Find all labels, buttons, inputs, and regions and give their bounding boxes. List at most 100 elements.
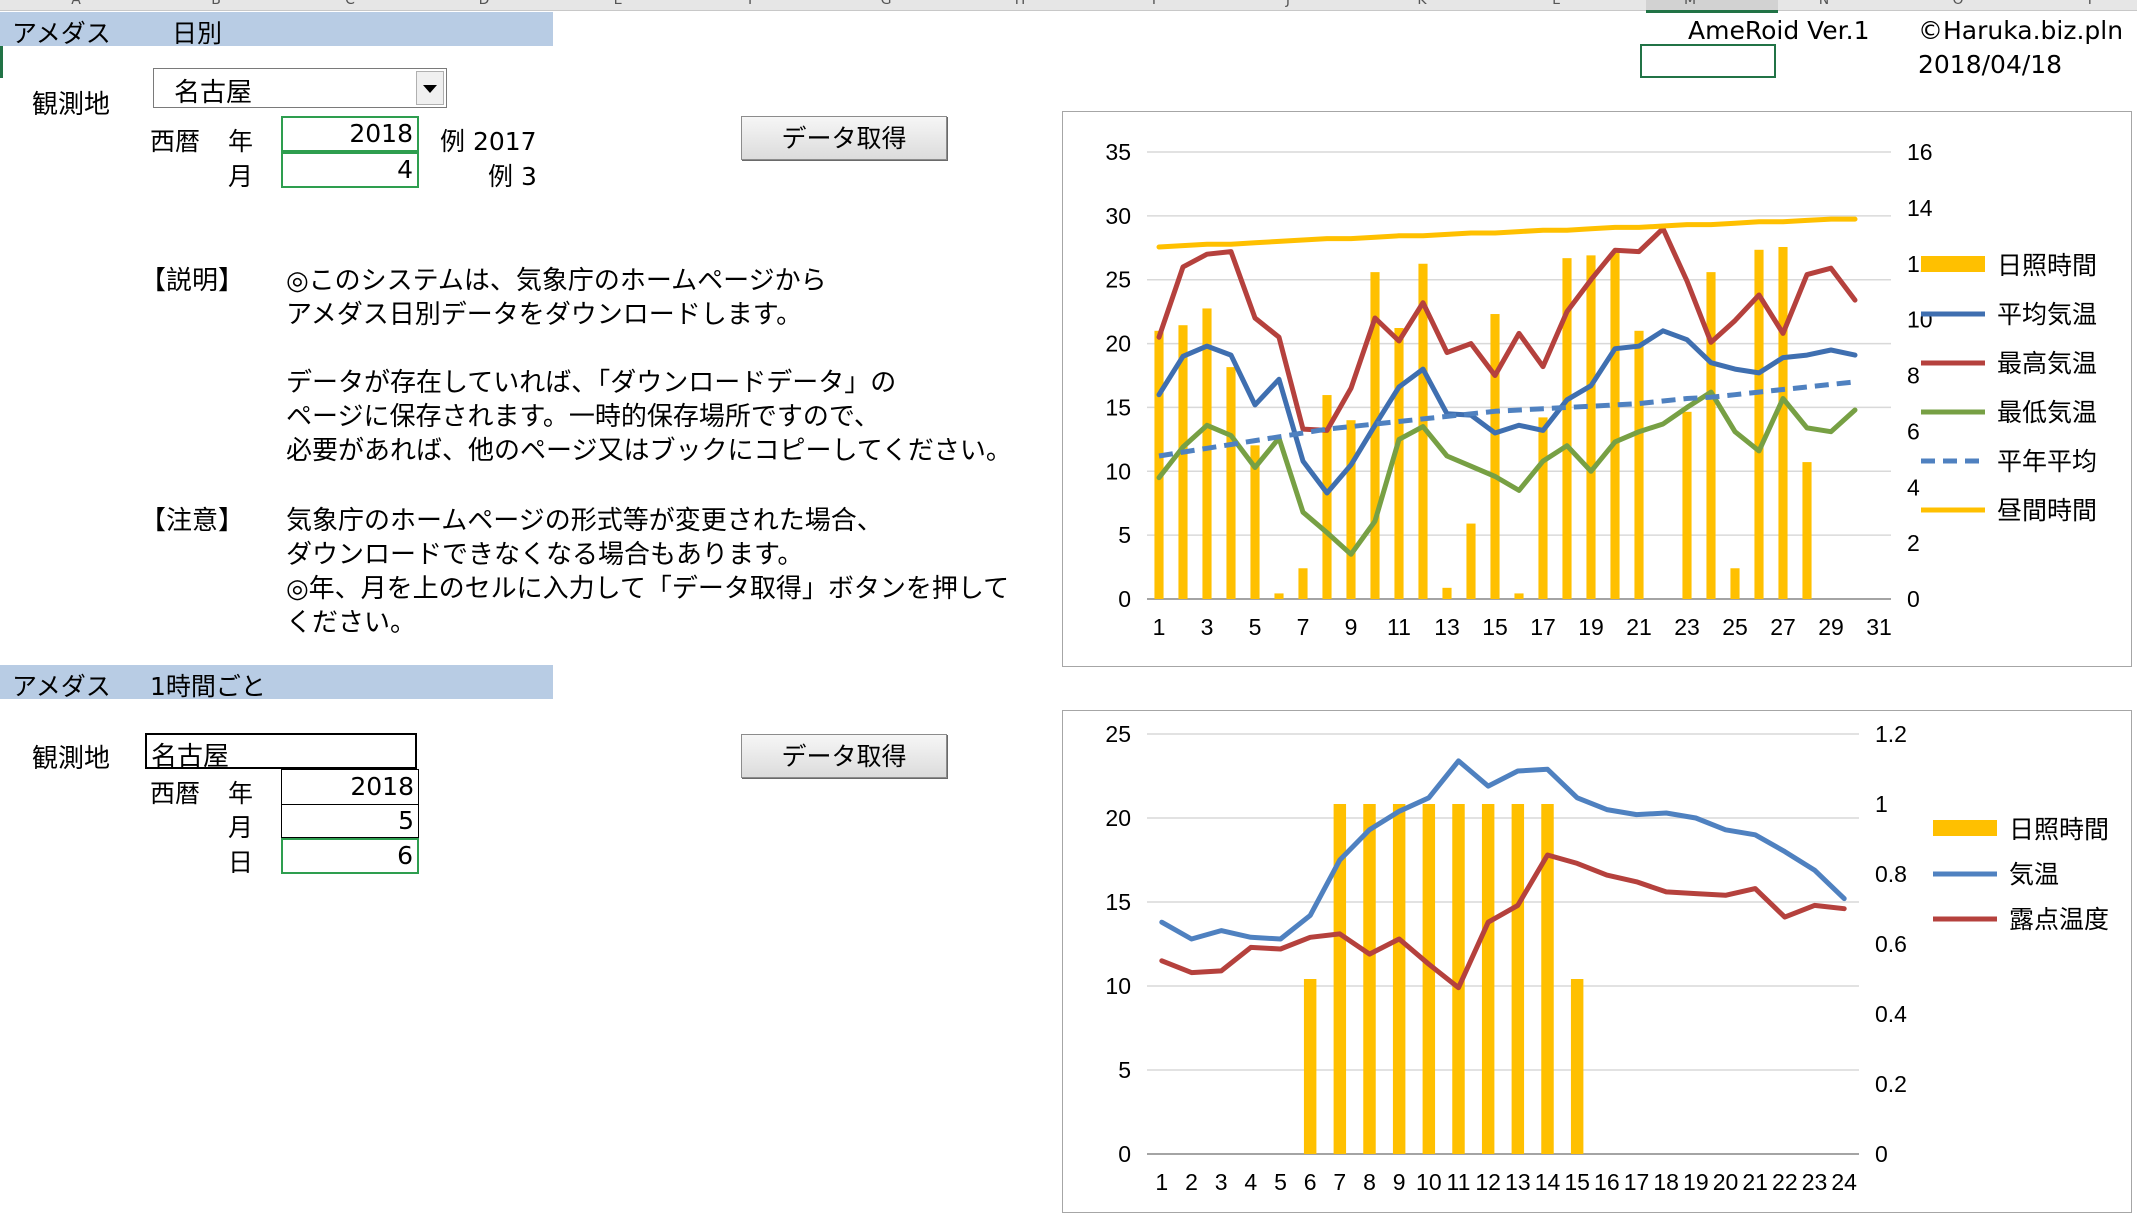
daily-fetch-button[interactable]: データ取得	[741, 116, 947, 160]
daily-chart-y-tick-left: 35	[1105, 139, 1131, 165]
hourly-chart-x-tick: 3	[1215, 1169, 1228, 1195]
column-header-k[interactable]: K	[1417, 0, 1427, 8]
daily-chart-legend-label: 平年平均	[1997, 447, 2097, 476]
daily-chart-series-line	[1156, 328, 1858, 496]
daily-section-band: アメダス 日別	[0, 12, 553, 48]
daily-band-right: 日別	[172, 19, 223, 48]
hourly-chart-y-tick-left: 15	[1105, 889, 1131, 915]
hourly-chart-bar	[1481, 804, 1495, 1154]
column-header-c[interactable]: C	[345, 0, 355, 8]
hourly-chart-y-tick-right: 0.2	[1875, 1071, 1907, 1097]
column-header-m[interactable]: M	[1683, 0, 1697, 8]
hourly-chart-y-tick-left: 5	[1118, 1057, 1131, 1083]
column-header-j[interactable]: J	[1285, 0, 1291, 8]
hourly-band-left: アメダス	[12, 672, 111, 701]
note-line-3: ◎年、月を上のセルに入力して「データ取得」ボタンを押して	[286, 574, 1010, 604]
hourly-chart-x-tick: 16	[1594, 1169, 1620, 1195]
daily-year-input[interactable]: 2018	[281, 116, 419, 152]
column-header-h[interactable]: H	[1014, 0, 1026, 8]
daily-chart-bar	[1394, 328, 1404, 599]
daily-chart-y-tick-right: 16	[1907, 139, 1933, 165]
hourly-chart-x-tick: 17	[1624, 1169, 1650, 1195]
hourly-year-label: 年	[228, 779, 254, 808]
description-line-3: データが存在していれば、「ダウンロードデータ」の	[286, 368, 897, 398]
daily-chart-x-tick: 11	[1387, 614, 1411, 640]
daily-chart-x-tick: 21	[1626, 614, 1652, 640]
daily-chart-y-tick-left: 5	[1118, 522, 1131, 548]
daily-chart[interactable]: 0 5 10 15 20 25 30 35 0 2 4 6 8 10 12 14 16 1 3 5 7 9 11 13 15 17…	[1062, 111, 2132, 667]
hourly-chart-bar	[1392, 804, 1406, 1154]
column-header-g[interactable]: G	[880, 0, 892, 8]
hourly-chart-x-tick: 14	[1535, 1169, 1561, 1195]
daily-chart-y-tick-left: 20	[1105, 331, 1131, 357]
column-header-a[interactable]: A	[71, 0, 81, 8]
column-header-p[interactable]: P	[2087, 0, 2097, 8]
daily-chart-y-tick-right: 4	[1907, 474, 1920, 500]
hourly-chart-x-tick: 2	[1185, 1169, 1198, 1195]
daily-chart-legend-label: 最低気温	[1997, 398, 2097, 427]
daily-station-dropdown[interactable]: 名古屋	[153, 68, 447, 108]
hourly-chart-x-tick: 10	[1416, 1169, 1442, 1195]
description-line-4: ページに保存されます。一時的保存場所ですので、	[286, 402, 880, 432]
hourly-fetch-button[interactable]: データ取得	[741, 734, 947, 778]
hourly-chart-y-tick-left: 25	[1105, 721, 1131, 747]
daily-chart-y-tick-left: 30	[1105, 203, 1131, 229]
hourly-chart-y-tick-right: 0.8	[1875, 861, 1907, 887]
hourly-chart-series-line	[1159, 852, 1847, 991]
dropdown-arrow-button[interactable]	[416, 71, 444, 105]
daily-chart-bar	[1442, 587, 1452, 599]
daily-chart-bar	[1250, 445, 1260, 599]
column-header-bar: A B C D E F G H I J K L M N O P	[0, 0, 2137, 13]
column-header-n[interactable]: N	[1818, 0, 1830, 8]
hourly-chart-x-tick: 5	[1274, 1169, 1287, 1195]
daily-chart-series-line	[1158, 379, 1856, 459]
hourly-chart-x-tick: 6	[1304, 1169, 1317, 1195]
daily-chart-bar	[1274, 593, 1284, 599]
hourly-month-input[interactable]: 5	[281, 804, 419, 838]
daily-chart-series-line	[1156, 389, 1858, 557]
daily-chart-bar	[1610, 252, 1620, 599]
hourly-chart-x-tick: 4	[1244, 1169, 1257, 1195]
daily-chart-bar	[1562, 258, 1572, 599]
daily-chart-bar	[1370, 272, 1380, 599]
column-header-e[interactable]: E	[613, 0, 623, 8]
hourly-year-input[interactable]: 2018	[281, 769, 419, 805]
column-header-i[interactable]: I	[1151, 0, 1157, 8]
daily-chart-bar	[1754, 249, 1764, 599]
version-label: AmeRoid Ver.1	[1688, 16, 1870, 45]
column-header-l[interactable]: L	[1552, 0, 1560, 8]
hourly-chart-y-tick-right: 0.6	[1875, 931, 1907, 957]
daily-chart-legend-swatch	[1921, 256, 1985, 272]
selected-column-highlight	[1646, 0, 1778, 13]
hourly-band-right: 1時間ごと	[150, 672, 266, 701]
column-header-f[interactable]: F	[747, 0, 757, 8]
hourly-month-label: 月	[228, 813, 254, 842]
column-header-d[interactable]: D	[478, 0, 490, 8]
hourly-chart-bar	[1422, 804, 1436, 1154]
description-line-2: アメダス日別データをダウンロードします。	[286, 300, 803, 330]
daily-year-label: 年	[228, 127, 254, 156]
daily-chart-bar	[1490, 314, 1500, 599]
daily-chart-bar	[1298, 568, 1308, 599]
selected-cell[interactable]	[1640, 44, 1776, 78]
column-header-o[interactable]: O	[1952, 0, 1964, 8]
hourly-chart-x-tick: 24	[1831, 1169, 1857, 1195]
hourly-chart-y-tick-right: 0	[1875, 1141, 1888, 1167]
hourly-chart-x-tick: 7	[1333, 1169, 1346, 1195]
note-line-2: ダウンロードできなくなる場合もあります。	[286, 540, 804, 570]
daily-chart-bar	[1682, 411, 1692, 599]
hourly-day-input[interactable]: 6	[281, 838, 419, 874]
column-header-b[interactable]: B	[211, 0, 221, 8]
daily-chart-x-tick: 15	[1482, 614, 1508, 640]
daily-chart-bar	[1178, 325, 1188, 599]
daily-chart-y-tick-right: 14	[1907, 195, 1933, 221]
daily-month-input[interactable]: 4	[281, 152, 419, 188]
daily-chart-bar	[1634, 330, 1644, 599]
hourly-station-input[interactable]: 名古屋	[145, 733, 417, 772]
daily-chart-bar	[1346, 420, 1356, 599]
description-label: 【説明】	[140, 266, 245, 296]
daily-chart-y-tick-left: 15	[1105, 394, 1131, 420]
hourly-chart-bar	[1363, 804, 1376, 1154]
hourly-chart[interactable]: 0 5 10 15 20 25 0 0.2 0.4 0.6 0.8 1 1.2 1 2 3 4 5 6 7 8 9 10 11…	[1062, 710, 2132, 1213]
